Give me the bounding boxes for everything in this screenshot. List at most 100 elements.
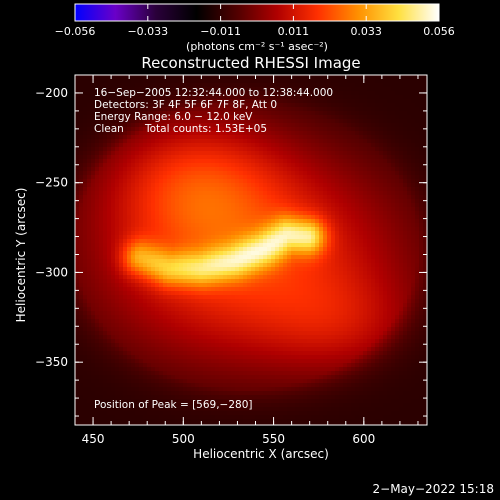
heatmap-cell	[331, 171, 336, 176]
heatmap-cell	[375, 123, 380, 128]
heatmap-cell	[219, 235, 224, 240]
heatmap-cell	[163, 143, 168, 148]
heatmap-cell	[299, 263, 304, 268]
heatmap-cell	[151, 227, 156, 232]
heatmap-cell	[227, 231, 232, 236]
heatmap-cell	[311, 235, 316, 240]
heatmap-cell	[323, 279, 328, 284]
heatmap-cell	[227, 207, 232, 212]
heatmap-cell	[107, 163, 112, 168]
heatmap-cell	[303, 187, 308, 192]
heatmap-cell	[383, 119, 388, 124]
heatmap-cell	[131, 131, 136, 136]
heatmap-cell	[315, 291, 320, 296]
heatmap-cell	[235, 191, 240, 196]
heatmap-cell	[167, 223, 172, 228]
heatmap-cell	[215, 247, 220, 252]
heatmap-cell	[75, 131, 80, 136]
heatmap-cell	[247, 219, 252, 224]
heatmap-cell	[375, 147, 380, 152]
heatmap-cell	[315, 259, 320, 264]
heatmap-cell	[235, 115, 240, 120]
heatmap-cell	[215, 231, 220, 236]
heatmap-cell	[91, 151, 96, 156]
heatmap-cell	[179, 123, 184, 128]
heatmap-cell	[263, 139, 268, 144]
heatmap-cell	[391, 83, 396, 88]
heatmap-cell	[99, 131, 104, 136]
heatmap-cell	[139, 135, 144, 140]
heatmap-cell	[123, 147, 128, 152]
heatmap-cell	[227, 99, 232, 104]
heatmap-cell	[371, 111, 376, 116]
heatmap-cell	[179, 183, 184, 188]
heatmap-cell	[91, 227, 96, 232]
heatmap-cell	[151, 187, 156, 192]
heatmap-cell	[379, 87, 384, 92]
heatmap-cell	[211, 299, 216, 304]
heatmap-cell	[319, 103, 324, 108]
heatmap-cell	[147, 295, 152, 300]
heatmap-cell	[419, 295, 424, 300]
heatmap-cell	[379, 231, 384, 236]
heatmap-cell	[255, 267, 260, 272]
heatmap-cell	[103, 95, 108, 100]
heatmap-cell	[115, 91, 120, 96]
heatmap-cell	[95, 235, 100, 240]
heatmap-cell	[107, 171, 112, 176]
heatmap-cell	[339, 207, 344, 212]
heatmap-cell	[235, 215, 240, 220]
heatmap-cell	[111, 75, 116, 80]
heatmap-cell	[223, 259, 228, 264]
heatmap-cell	[195, 219, 200, 224]
heatmap-cell	[295, 267, 300, 272]
heatmap-cell	[207, 295, 212, 300]
heatmap-cell	[295, 263, 300, 268]
heatmap-cell	[75, 147, 80, 152]
heatmap-cell	[207, 207, 212, 212]
heatmap-cell	[239, 239, 244, 244]
heatmap-cell	[199, 135, 204, 140]
heatmap-cell	[299, 103, 304, 108]
heatmap-cell	[311, 239, 316, 244]
heatmap-cell	[279, 267, 284, 272]
heatmap-cell	[91, 139, 96, 144]
heatmap-cell	[227, 179, 232, 184]
heatmap-cell	[387, 279, 392, 284]
heatmap-cell	[139, 291, 144, 296]
heatmap-cell	[251, 175, 256, 180]
heatmap-cell	[387, 119, 392, 124]
heatmap-cell	[255, 291, 260, 296]
heatmap-cell	[171, 143, 176, 148]
heatmap-cell	[79, 235, 84, 240]
heatmap-cell	[139, 103, 144, 108]
heatmap-cell	[135, 271, 140, 276]
heatmap-cell	[103, 223, 108, 228]
heatmap-cell	[327, 211, 332, 216]
heatmap-cell	[391, 191, 396, 196]
heatmap-cell	[367, 87, 372, 92]
heatmap-cell	[283, 179, 288, 184]
heatmap-cell	[75, 79, 80, 84]
heatmap-cell	[399, 75, 404, 80]
heatmap-cell	[363, 203, 368, 208]
heatmap-cell	[263, 219, 268, 224]
heatmap-cell	[275, 255, 280, 260]
heatmap-cell	[387, 87, 392, 92]
heatmap-cell	[295, 79, 300, 84]
heatmap-cell	[231, 131, 236, 136]
heatmap-cell	[91, 207, 96, 212]
heatmap-cell	[79, 163, 84, 168]
heatmap-cell	[95, 203, 100, 208]
heatmap-cell	[119, 203, 124, 208]
heatmap-cell	[163, 195, 168, 200]
heatmap-cell	[79, 87, 84, 92]
heatmap-cell	[343, 251, 348, 256]
heatmap-cell	[195, 163, 200, 168]
heatmap-cell	[251, 75, 256, 80]
heatmap-cell	[415, 219, 420, 224]
heatmap-cell	[111, 167, 116, 172]
heatmap-cell	[191, 223, 196, 228]
heatmap-cell	[179, 295, 184, 300]
heatmap-cell	[315, 167, 320, 172]
